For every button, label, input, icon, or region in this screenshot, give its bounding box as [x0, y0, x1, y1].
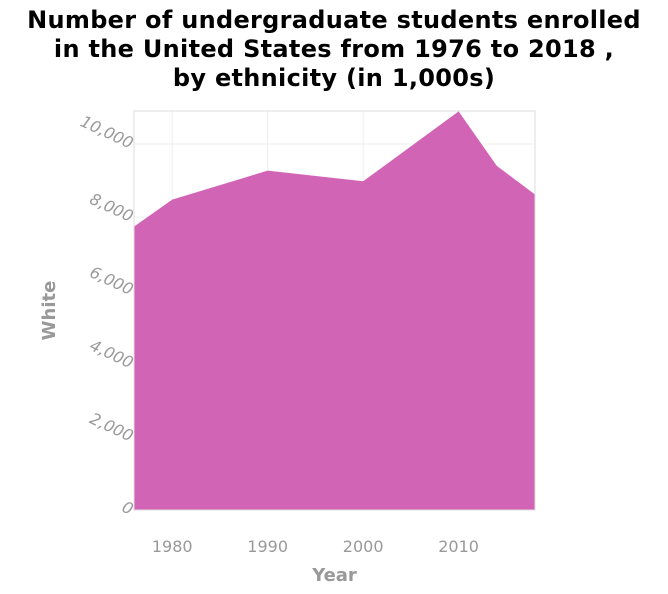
area-series-white	[134, 111, 535, 510]
x-axis-ticks: 1980 1990 2000 2010	[152, 537, 479, 556]
y-tick-label: 10,000	[78, 112, 137, 153]
x-tick-label: 2010	[438, 537, 479, 556]
y-tick-label: 4,000	[87, 336, 137, 373]
y-tick-label: 2,000	[87, 409, 137, 446]
x-tick-label: 2000	[343, 537, 384, 556]
x-axis-label: Year	[311, 565, 357, 586]
y-tick-label: 8,000	[87, 189, 137, 226]
chart-title-line-2: in the United States from 1976 to 2018 ,	[53, 35, 615, 63]
x-tick-label: 1990	[247, 537, 288, 556]
chart-title-line-1: Number of undergraduate students enrolle…	[27, 6, 641, 34]
x-tick-label: 1980	[152, 537, 193, 556]
area-series	[134, 111, 535, 510]
y-axis-label: White	[39, 281, 60, 341]
y-tick-label: 6,000	[87, 262, 137, 299]
plot-frame	[133, 110, 536, 511]
chart-title-line-3: by ethnicity (in 1,000s)	[172, 64, 496, 92]
chart-title: Number of undergraduate students enrolle…	[0, 6, 668, 93]
